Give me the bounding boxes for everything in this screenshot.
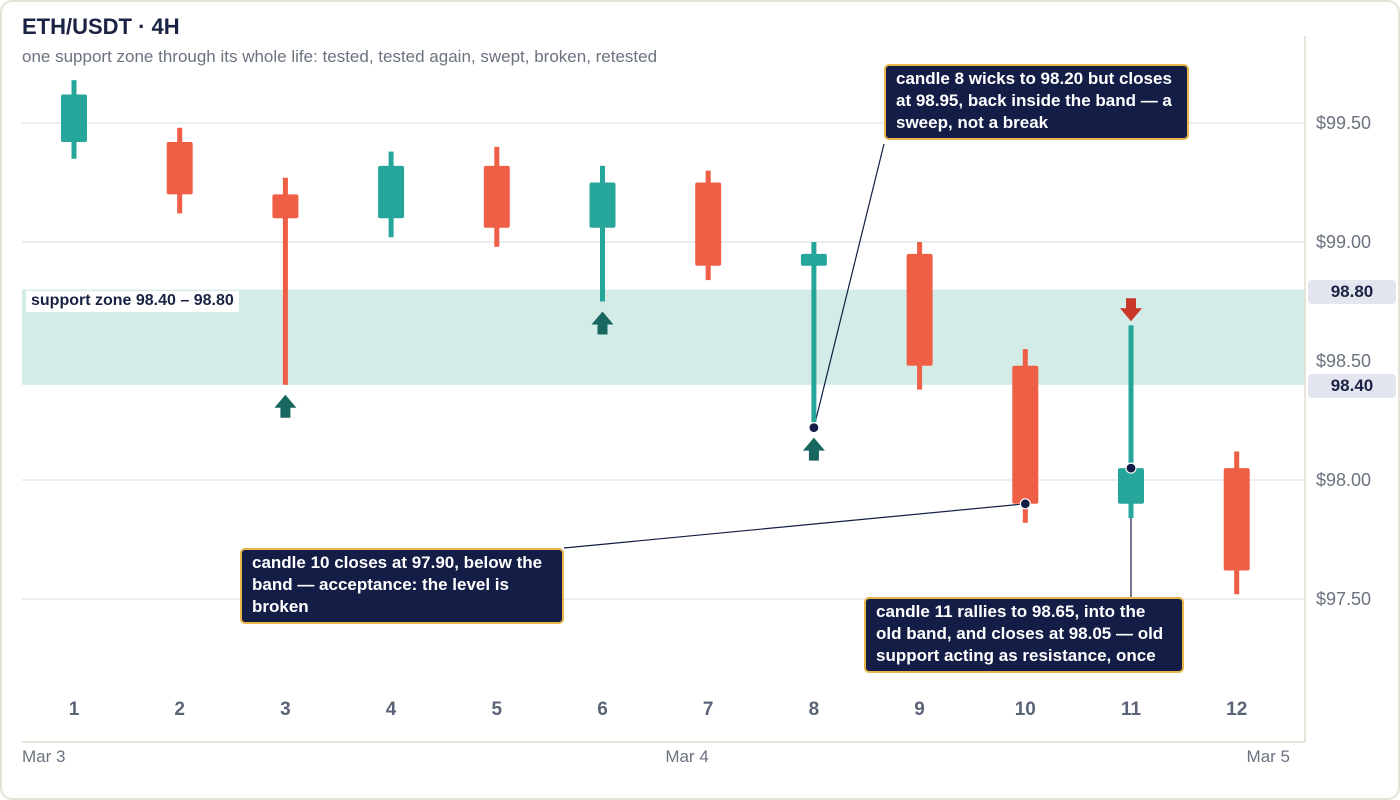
candle-body	[378, 165, 405, 219]
candle-wick	[600, 165, 605, 302]
date-label: Mar 4	[665, 747, 708, 766]
candle-body	[272, 194, 299, 219]
annotation-point-retest	[1125, 462, 1137, 474]
candle-wick	[811, 242, 817, 428]
candle-number-label: 6	[597, 699, 608, 720]
candle-body	[906, 253, 933, 366]
candle-number-label: 4	[386, 699, 397, 720]
candle-body	[1012, 365, 1039, 504]
candle-body	[589, 182, 616, 228]
candle-body	[166, 142, 193, 195]
candle-body	[1223, 468, 1250, 571]
candle-number-label: 2	[174, 699, 185, 720]
candle-body	[483, 165, 510, 228]
candle-number-label: 10	[1015, 699, 1036, 720]
annotation-point-sweep	[808, 422, 820, 434]
zone-upper-price-tag: 98.80	[1308, 280, 1396, 304]
candle-body	[1118, 468, 1144, 504]
candle-number-label: 1	[69, 699, 80, 720]
y-tick-label: $98.00	[1316, 470, 1371, 490]
chart-subtitle: one support zone through its whole life:…	[22, 47, 658, 66]
candle-body	[695, 182, 722, 266]
candle-number-label: 3	[280, 699, 291, 720]
callout-break: candle 10 closes at 97.90, below the ban…	[240, 548, 564, 624]
candle-number-label: 9	[914, 699, 925, 720]
date-label: Mar 5	[1247, 747, 1290, 766]
leader-line-break	[563, 503, 1026, 549]
test-arrow-up-icon	[274, 394, 297, 418]
candle-wick	[282, 177, 288, 385]
leader-line-sweep	[813, 143, 885, 428]
candle-wick	[1128, 325, 1134, 519]
y-tick-label: $99.00	[1316, 232, 1371, 252]
y-tick-label: $97.50	[1316, 589, 1371, 609]
candle-body	[61, 94, 87, 143]
callout-sweep: candle 8 wicks to 98.20 but closes at 98…	[884, 64, 1189, 140]
support-zone-label: support zone 98.40 – 98.80	[26, 291, 239, 312]
annotation-point-break	[1019, 498, 1031, 510]
test-arrow-up-icon	[802, 437, 825, 461]
candle-number-label: 5	[492, 699, 503, 720]
y-tick-label: $99.50	[1316, 113, 1371, 133]
rejection-arrow-down-icon	[1120, 298, 1142, 322]
candle-number-label: 12	[1226, 699, 1247, 720]
y-tick-label: $98.50	[1316, 351, 1371, 371]
test-arrow-up-icon	[591, 311, 614, 335]
candle-number-label: 7	[703, 699, 714, 720]
candle-body	[800, 253, 827, 266]
candle-number-label: 11	[1121, 699, 1142, 720]
date-label: Mar 3	[22, 747, 65, 766]
zone-lower-price-tag: 98.40	[1308, 374, 1396, 398]
candle-number-label: 8	[809, 699, 820, 720]
chart-title: ETH/USDT · 4H	[22, 14, 180, 39]
callout-retest: candle 11 rallies to 98.65, into the old…	[864, 597, 1184, 673]
